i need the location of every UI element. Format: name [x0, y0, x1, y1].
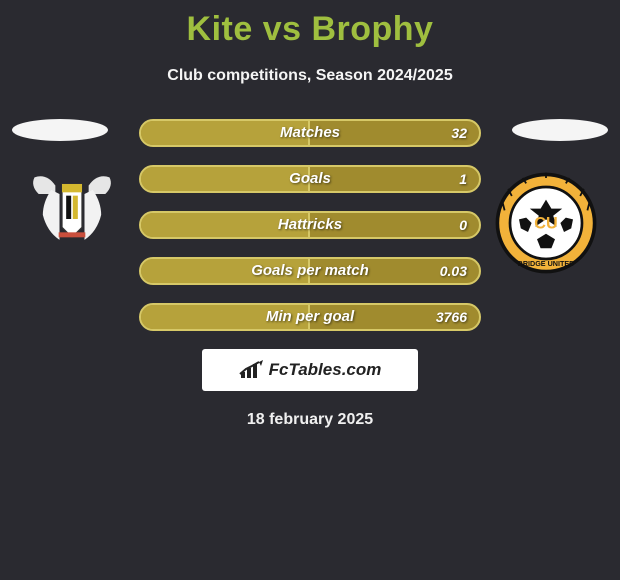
- stat-value: 3766: [436, 305, 467, 329]
- stat-bar-hattricks: Hattricks 0: [139, 211, 481, 239]
- stat-label: Goals per match: [141, 259, 479, 283]
- stat-value: 0.03: [440, 259, 467, 283]
- brand-text: FcTables.com: [269, 360, 382, 380]
- svg-text:CU: CU: [534, 214, 557, 232]
- player-right-placeholder: [512, 119, 608, 141]
- brand-box[interactable]: FcTables.com: [202, 349, 418, 391]
- stat-value: 0: [459, 213, 467, 237]
- stat-label: Min per goal: [141, 305, 479, 329]
- club-crest-left: [22, 169, 122, 254]
- stat-value: 1: [459, 167, 467, 191]
- stat-bar-goals: Goals 1: [139, 165, 481, 193]
- stat-label: Goals: [141, 167, 479, 191]
- player-left-placeholder: [12, 119, 108, 141]
- stat-label: Hattricks: [141, 213, 479, 237]
- stat-bar-goals-per-match: Goals per match 0.03: [139, 257, 481, 285]
- page-title: Kite vs Brophy: [0, 0, 620, 49]
- stat-bars: Matches 32 Goals 1 Hattricks 0 Goals per…: [139, 119, 481, 331]
- comparison-panel: CU BRIDGE UNITED Matches 32 Goals 1 Hatt…: [0, 119, 620, 429]
- brand-chart-icon: [239, 360, 265, 380]
- stat-label: Matches: [141, 121, 479, 145]
- svg-text:BRIDGE UNITED: BRIDGE UNITED: [518, 259, 575, 268]
- stat-bar-min-per-goal: Min per goal 3766: [139, 303, 481, 331]
- stat-value: 32: [451, 121, 467, 145]
- subtitle: Club competitions, Season 2024/2025: [0, 67, 620, 85]
- stat-bar-matches: Matches 32: [139, 119, 481, 147]
- club-crest-right: CU BRIDGE UNITED: [492, 169, 600, 282]
- date-label: 18 february 2025: [0, 411, 620, 429]
